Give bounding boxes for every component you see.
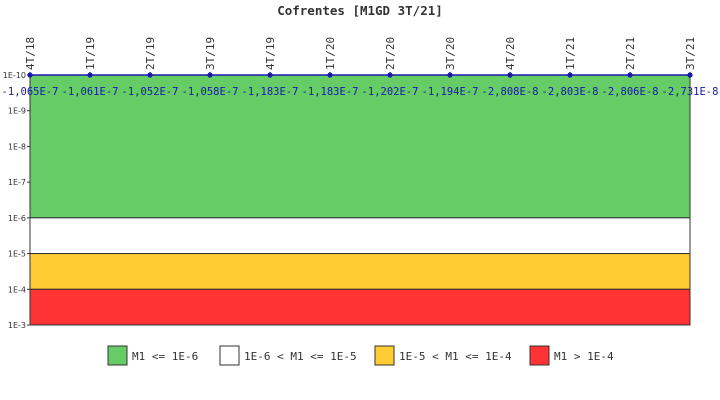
x-tick-label: 2T/21 — [624, 37, 637, 70]
data-label: -2,731E-8 — [662, 86, 719, 98]
legend-label-2: 1E-5 < M1 <= 1E-4 — [399, 350, 512, 363]
y-tick-label: 1E-8 — [8, 142, 26, 151]
y-tick-label: 1E-6 — [8, 214, 26, 223]
data-label: -1,061E-7 — [62, 86, 119, 98]
data-label: -2,808E-8 — [482, 86, 539, 98]
y-tick-label: 1E-10 — [3, 71, 26, 80]
data-point — [567, 72, 573, 78]
data-label: -1,183E-7 — [302, 86, 359, 98]
legend-swatch-3 — [529, 345, 550, 366]
x-tick-label: 4T/18 — [24, 37, 37, 70]
x-tick-label: 3T/21 — [684, 37, 697, 70]
legend-label-3: M1 > 1E-4 — [554, 350, 614, 363]
data-label: -1,058E-7 — [182, 86, 239, 98]
data-point — [507, 72, 513, 78]
data-point — [687, 72, 693, 78]
x-tick-label: 3T/20 — [444, 37, 457, 70]
y-tick-label: 1E-4 — [8, 285, 26, 294]
data-label: -1,202E-7 — [362, 86, 419, 98]
data-point — [87, 72, 93, 78]
band-0 — [29, 74, 691, 219]
data-point — [27, 72, 33, 78]
data-label: -2,806E-8 — [602, 86, 659, 98]
legend-swatch-1 — [219, 345, 240, 366]
data-point — [327, 72, 333, 78]
data-point — [147, 72, 153, 78]
data-label: -1,052E-7 — [122, 86, 179, 98]
data-point — [267, 72, 273, 78]
legend-label-1: 1E-6 < M1 <= 1E-5 — [244, 350, 357, 363]
data-point — [447, 72, 453, 78]
data-point — [387, 72, 393, 78]
data-label: -2,803E-8 — [542, 86, 599, 98]
data-label: -1,183E-7 — [242, 86, 299, 98]
x-tick-label: 1T/20 — [324, 37, 337, 70]
x-tick-label: 2T/20 — [384, 37, 397, 70]
data-label: -1,194E-7 — [422, 86, 479, 98]
data-point — [627, 72, 633, 78]
x-tick-label: 1T/19 — [84, 37, 97, 70]
y-tick-label: 1E-3 — [8, 321, 26, 330]
x-tick-label: 4T/19 — [264, 37, 277, 70]
data-point — [207, 72, 213, 78]
band-3 — [29, 288, 691, 326]
legend-swatch-0 — [107, 345, 128, 366]
x-tick-label: 1T/21 — [564, 37, 577, 70]
chart-title: Cofrentes [M1GD 3T/21] — [277, 3, 443, 18]
band-1 — [29, 217, 691, 255]
data-label: -1,065E-7 — [2, 86, 59, 98]
x-tick-label: 4T/20 — [504, 37, 517, 70]
legend-label-0: M1 <= 1E-6 — [132, 350, 198, 363]
y-tick-label: 1E-7 — [8, 178, 26, 187]
y-tick-label: 1E-9 — [8, 107, 26, 116]
x-tick-label: 2T/19 — [144, 37, 157, 70]
legend-swatch-2 — [374, 345, 395, 366]
x-tick-label: 3T/19 — [204, 37, 217, 70]
band-2 — [29, 253, 691, 290]
y-tick-label: 1E-5 — [8, 250, 26, 259]
